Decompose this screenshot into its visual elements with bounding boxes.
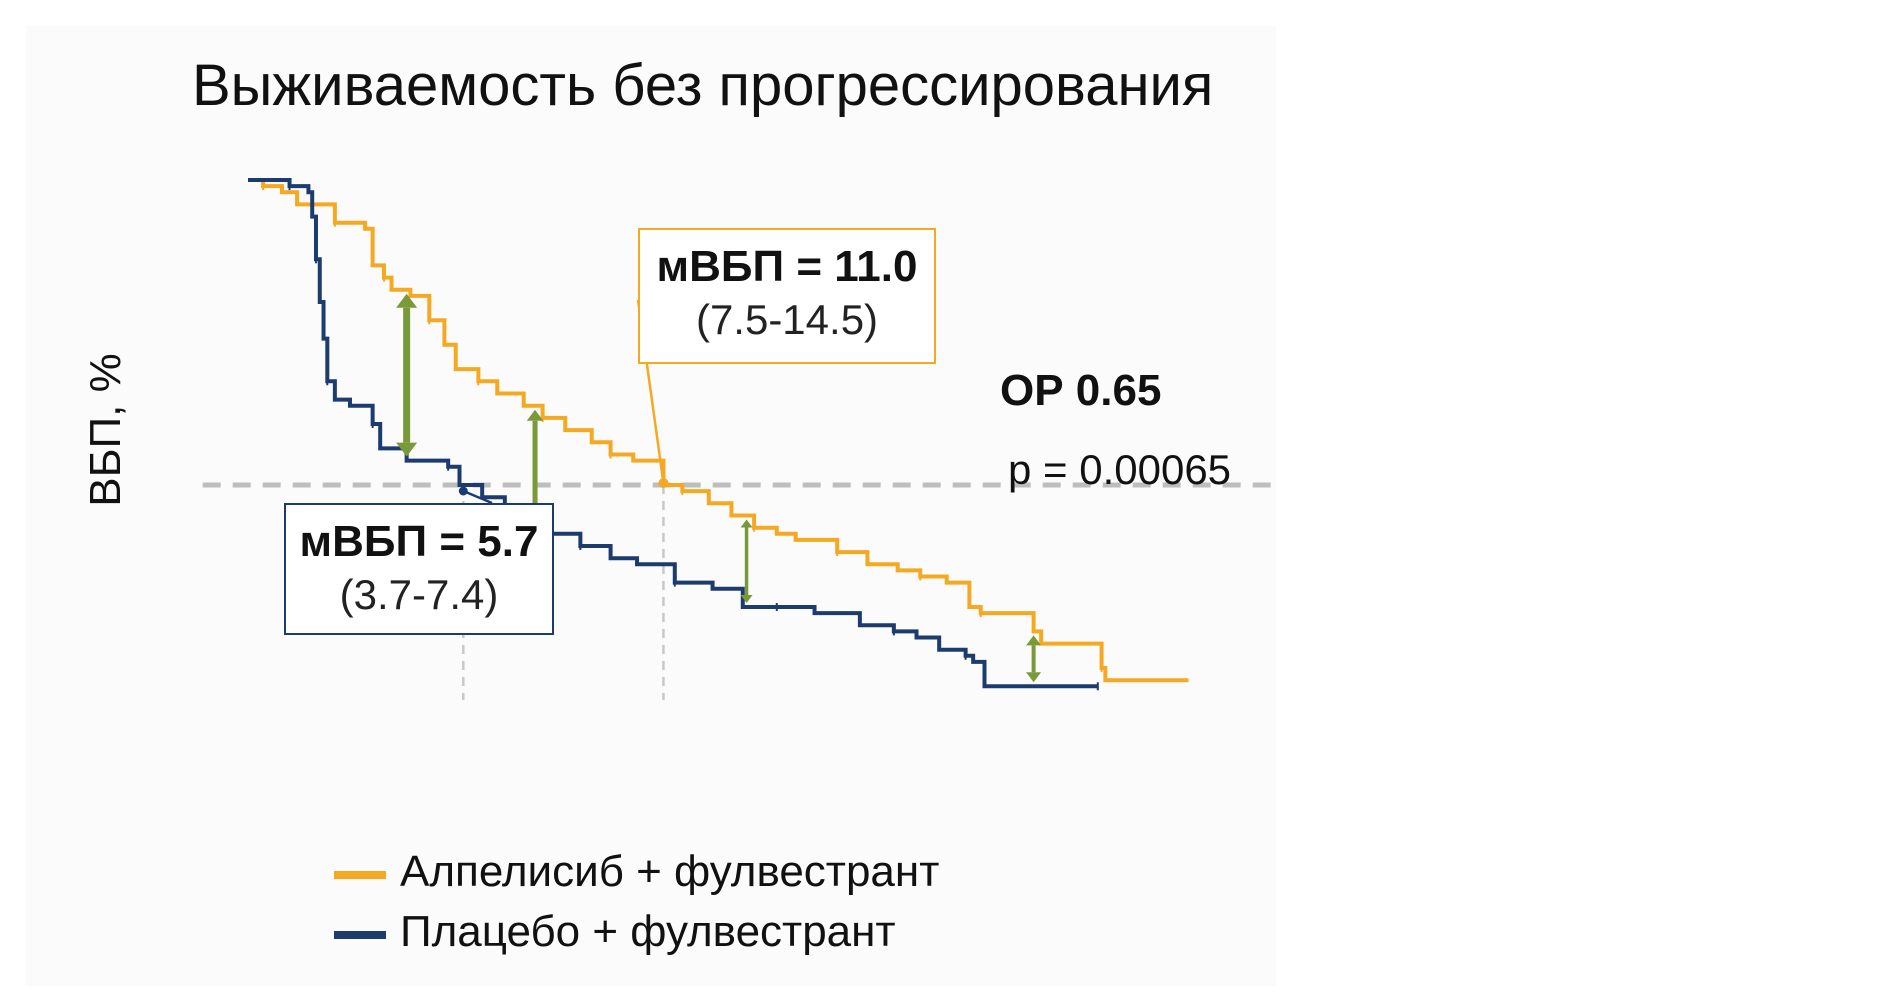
alpelisib-median-point — [658, 478, 669, 488]
difference-arrow-head-top-3 — [1026, 635, 1042, 646]
placebo-median-box: мВБП = 5.7 (3.7-7.4) — [284, 503, 554, 635]
alpelisib-median-box: мВБП = 11.0 (7.5-14.5) — [638, 228, 936, 364]
placebo-median-point — [458, 486, 468, 496]
alpelisib-median-label: мВБП = 11.0 — [656, 242, 918, 291]
difference-arrow-head-top-2 — [740, 519, 753, 528]
alpelisib-median-ci: (7.5-14.5) — [695, 296, 879, 343]
series-line-0 — [248, 178, 1189, 683]
legend-swatch-placebo — [334, 931, 386, 939]
chart-background — [26, 26, 1276, 986]
difference-arrows — [396, 293, 1042, 683]
placebo-median-label: мВБП = 5.7 — [299, 517, 539, 566]
difference-arrow-head-bottom-2 — [740, 595, 753, 603]
hazard-ratio: ОР 0.65 — [1000, 366, 1162, 415]
difference-arrow-head-bottom-3 — [1026, 672, 1042, 683]
legend-label-placebo: Плацебо + фулвестрант — [400, 907, 896, 956]
legend-label-alpelisib: Алпелисиб + фулвестрант — [400, 847, 940, 896]
placebo-median-ci: (3.7-7.4) — [339, 571, 499, 618]
legend-swatch-alpelisib — [334, 871, 386, 879]
difference-arrow-head-top-0 — [396, 293, 418, 308]
placebo-connector — [462, 489, 493, 505]
chart-title: Выживаемость без прогрессирования — [192, 53, 1214, 118]
difference-arrow-head-bottom-0 — [396, 442, 418, 457]
p-value: p = 0.00065 — [1008, 446, 1232, 493]
median-connectors — [458, 299, 669, 505]
difference-arrow-head-top-1 — [526, 409, 544, 421]
